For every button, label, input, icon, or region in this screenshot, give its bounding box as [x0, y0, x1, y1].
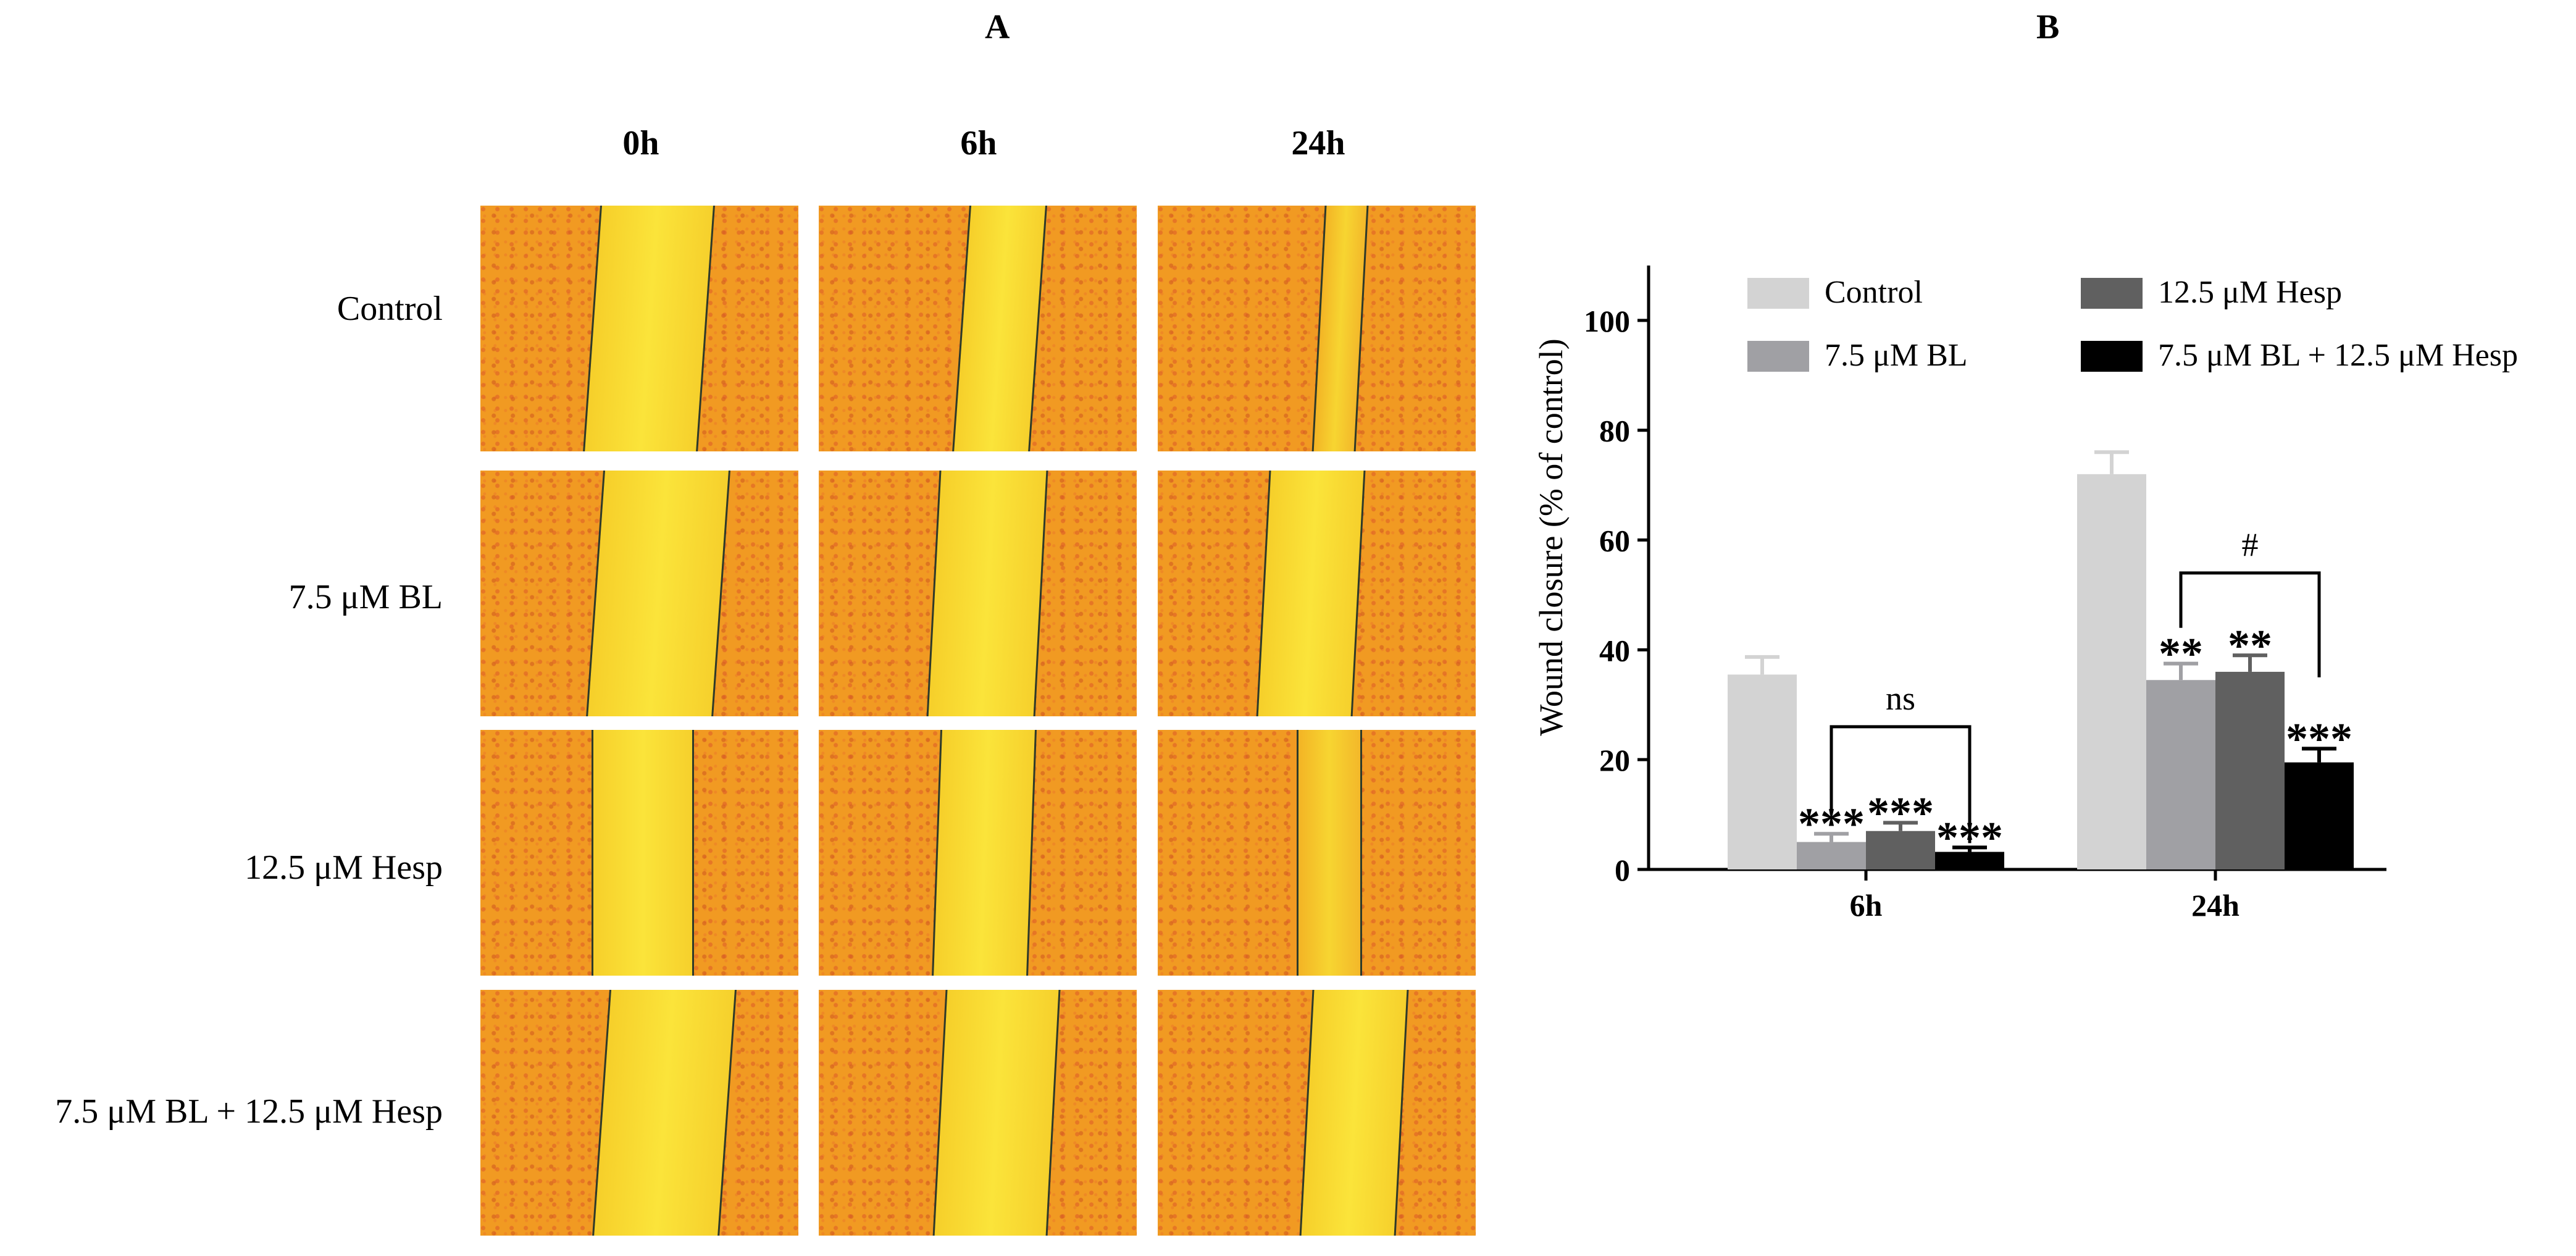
row-label-bl: 7.5 μM BL	[288, 578, 443, 616]
legend-swatch	[1747, 278, 1809, 309]
micrograph-hesp-6h	[819, 730, 1137, 976]
bar	[1866, 831, 1935, 869]
micrograph-combo-24h	[1158, 990, 1476, 1236]
micrograph-hesp-24h	[1158, 730, 1476, 976]
y-tick-label: 0	[1615, 853, 1630, 887]
legend-swatch	[2081, 278, 2143, 309]
y-tick-label: 20	[1599, 743, 1630, 777]
comparison-bracket	[2179, 571, 2321, 677]
x-tick-label: 24h	[2191, 888, 2239, 923]
bar	[1728, 674, 1797, 869]
comparison-bracket	[1830, 725, 1972, 844]
legend-swatch	[1747, 341, 1809, 372]
bar	[1797, 842, 1866, 869]
bar	[2077, 474, 2146, 869]
y-tick-label: 100	[1584, 304, 1630, 338]
legend-label: 7.5 μM BL + 12.5 μM Hesp	[2158, 338, 2518, 373]
row-label-combo: 7.5 μM BL + 12.5 μM Hesp	[55, 1092, 443, 1131]
significance-label: ***	[1867, 788, 1934, 837]
y-tick-label: 60	[1599, 524, 1630, 558]
micrograph-combo-6h	[819, 990, 1137, 1236]
bar	[2285, 762, 2354, 869]
comparison-label: #	[2242, 526, 2259, 563]
micrograph-control-24h	[1158, 206, 1476, 451]
micrograph-control-6h	[819, 206, 1137, 451]
significance-label: **	[2228, 621, 2272, 670]
comparison-label: ns	[1886, 680, 1915, 717]
panel-b-letter: B	[2036, 8, 2060, 46]
row-label-hesp: 12.5 μM Hesp	[245, 848, 443, 887]
chart-bars: ****************ns#	[1728, 450, 2354, 869]
bar	[1935, 852, 2004, 869]
legend-label: Control	[1825, 275, 1923, 310]
chart-axes: 0 20 40 60 80 100 6h 24h	[1584, 266, 2386, 923]
micrograph-bl-24h	[1158, 471, 1476, 716]
chart-legend: Control 7.5 μM BL 12.5 μM Hesp 7.5 μM BL + …	[1747, 275, 2518, 373]
row-label-control: Control	[337, 290, 443, 328]
micrograph-bl-0h	[480, 471, 798, 716]
y-axis-label: Wound closure (% of control)	[1533, 338, 1570, 735]
legend-label: 12.5 μM Hesp	[2158, 275, 2342, 310]
legend-label: 7.5 μM BL	[1825, 338, 1968, 373]
micrograph-hesp-0h	[480, 730, 798, 976]
bar	[2215, 671, 2285, 869]
time-label-24h: 24h	[1291, 124, 1345, 162]
y-tick-label: 40	[1599, 633, 1630, 668]
bar	[2146, 680, 2215, 869]
significance-label: **	[2159, 629, 2203, 679]
time-label-0h: 0h	[622, 124, 659, 162]
time-label-6h: 6h	[960, 124, 997, 162]
y-tick-label: 80	[1599, 414, 1630, 448]
legend-swatch	[2081, 341, 2143, 372]
micrograph-bl-6h	[819, 471, 1137, 716]
significance-label: ***	[2286, 714, 2352, 763]
x-tick-label: 6h	[1850, 888, 1883, 923]
panel-a-letter: A	[985, 8, 1010, 46]
micrograph-control-0h	[480, 206, 798, 451]
micrograph-combo-0h	[480, 990, 798, 1236]
